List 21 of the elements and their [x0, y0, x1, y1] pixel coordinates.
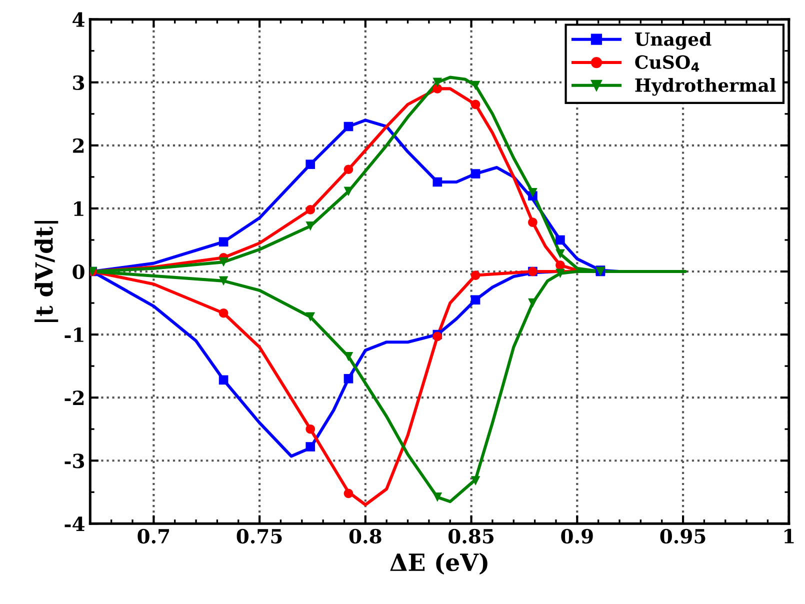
x-axis-title: ΔE (eV) [390, 552, 488, 575]
y-tick-label: 0 [72, 264, 84, 280]
x-tick-label: 0.7 [138, 528, 169, 544]
x-tick-label: 0.95 [660, 528, 706, 544]
x-tick-label: 0.75 [236, 528, 282, 544]
x-tick-label: 1 [784, 528, 794, 544]
legend-label: Unaged [635, 32, 712, 50]
legend-label: CuSO$_{4}$ [635, 55, 700, 72]
y-tick-label: 4 [72, 12, 85, 27]
y-tick-label: 1 [74, 201, 84, 216]
y-tick-label: -2 [64, 390, 84, 405]
x-tick-label: 0.9 [561, 528, 593, 544]
y-tick-label: -3 [64, 454, 84, 468]
x-tick-label: 0.85 [448, 528, 494, 544]
y-tick-label: -4 [64, 516, 85, 532]
x-tick-label: 0.8 [349, 528, 382, 544]
y-axis-title: |t dV/dt| [34, 220, 58, 322]
y-tick-label: 2 [73, 138, 84, 153]
y-tick-label: -1 [64, 327, 84, 342]
y-tick-label: 3 [73, 75, 84, 90]
legend-label: Hydrothermal [635, 78, 776, 96]
